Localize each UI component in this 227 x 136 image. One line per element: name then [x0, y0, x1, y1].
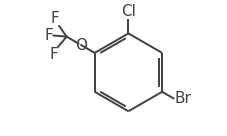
Text: O: O	[75, 38, 87, 53]
Text: Br: Br	[175, 91, 192, 106]
Text: F: F	[50, 11, 59, 26]
Text: Cl: Cl	[121, 4, 136, 19]
Text: F: F	[45, 28, 54, 43]
Text: F: F	[49, 47, 58, 62]
